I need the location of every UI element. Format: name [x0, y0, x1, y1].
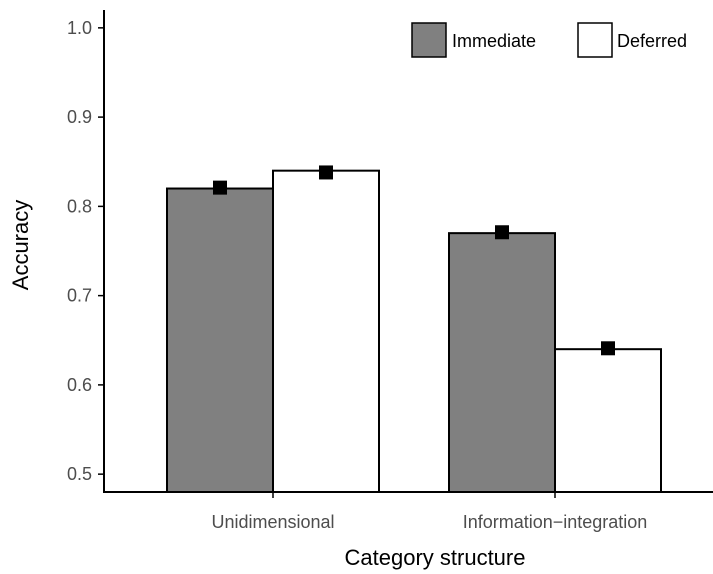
legend-swatch-deferred [577, 22, 613, 58]
legend-label-immediate: Immediate [452, 31, 536, 51]
bar-immediate-2 [448, 232, 556, 493]
y-tick-label: 0.7 [67, 286, 92, 306]
legend-label-deferred: Deferred [617, 31, 687, 51]
legend: Immediate Deferred [411, 22, 687, 58]
bar-deferred-1 [272, 169, 380, 494]
y-tick-label: 0.9 [67, 107, 92, 127]
y-tick-label: 1.0 [67, 18, 92, 38]
x-axis-label: Category structure [345, 545, 526, 570]
bar-deferred-2 [554, 348, 662, 493]
mean-marker-immediate-2 [495, 225, 509, 240]
x-tick-label: Unidimensional [211, 512, 334, 532]
mean-marker-deferred-2 [601, 341, 615, 356]
y-tick-label: 0.8 [67, 196, 92, 216]
mean-marker-immediate-1 [213, 180, 227, 195]
plot-area [103, 10, 713, 494]
y-tick-label: 0.5 [67, 464, 92, 484]
x-axis-ticks: Unidimensional Information−integration [211, 492, 647, 532]
legend-swatch-immediate [411, 22, 447, 58]
y-axis-label: Accuracy [8, 200, 33, 290]
mean-marker-deferred-1 [319, 165, 333, 180]
bar-immediate-1 [166, 187, 274, 493]
y-tick-label: 0.6 [67, 375, 92, 395]
y-axis-ticks: 0.5 0.6 0.7 0.8 0.9 1.0 [67, 18, 104, 484]
x-tick-label: Information−integration [463, 512, 648, 532]
